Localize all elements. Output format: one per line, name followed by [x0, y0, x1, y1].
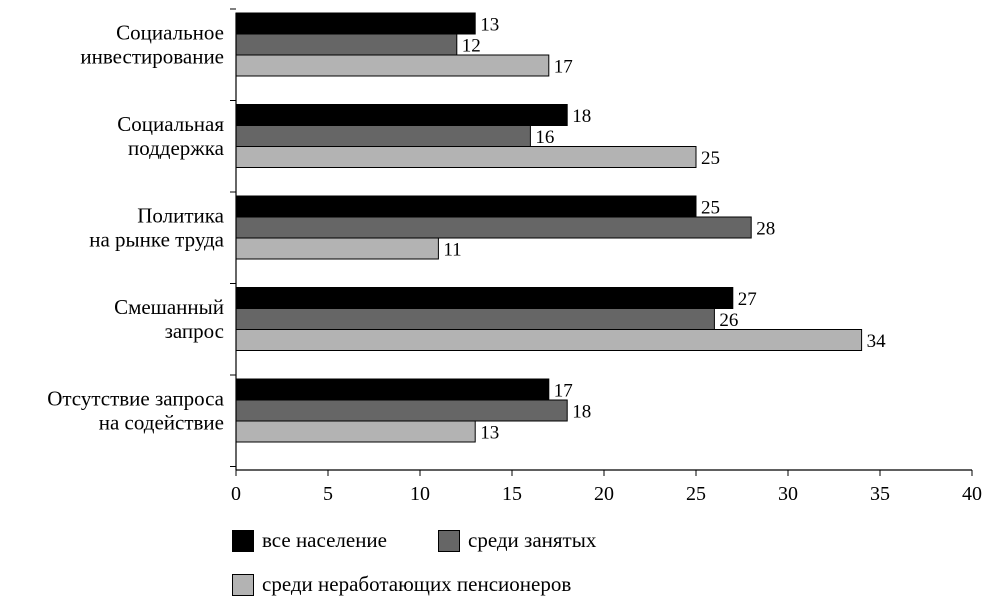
- x-tick-label: 5: [323, 483, 333, 505]
- bar: [235, 125, 531, 147]
- category-label: запрос: [165, 319, 224, 343]
- bar: [235, 308, 715, 330]
- legend-label: все население: [262, 528, 387, 552]
- category-label: Политика: [137, 204, 224, 228]
- data-label: 17: [554, 57, 573, 78]
- bar: [235, 12, 476, 35]
- data-label: 16: [535, 127, 554, 148]
- bar: [235, 54, 550, 77]
- x-tick-label: 30: [778, 483, 798, 505]
- category-label: инвестирование: [80, 45, 224, 69]
- x-tick-label: 20: [594, 483, 614, 505]
- x-tick-label: 40: [962, 483, 982, 505]
- bar: [235, 420, 476, 443]
- data-label: 28: [756, 219, 775, 240]
- data-label: 34: [867, 331, 887, 352]
- x-tick-label: 35: [870, 483, 890, 505]
- legend-item-pensioners: среди неработающих пенсионеров: [232, 572, 571, 597]
- bar: [235, 399, 568, 422]
- x-tick-label: 10: [410, 483, 430, 505]
- bar: [235, 146, 697, 168]
- data-label: 18: [572, 106, 591, 127]
- data-label: 26: [719, 310, 738, 331]
- category-label: на содействие: [99, 411, 224, 435]
- legend: все население среди занятых среди нерабо…: [232, 528, 972, 598]
- category-label: Смешанный: [114, 295, 224, 319]
- axes-group: 0 5 10 15 20 25 30 35 40: [230, 8, 982, 505]
- category-label: поддержка: [128, 136, 225, 160]
- bar: [235, 287, 734, 309]
- bar: [235, 104, 568, 126]
- legend-swatch: [438, 529, 460, 552]
- x-tick-label: 25: [686, 483, 706, 505]
- bar: [235, 329, 863, 351]
- bar: [235, 378, 550, 401]
- data-label: 27: [738, 289, 757, 310]
- legend-swatch: [232, 573, 254, 596]
- data-label: 17: [554, 381, 573, 402]
- data-label: 13: [480, 423, 499, 444]
- x-tick-label: 0: [231, 483, 241, 505]
- legend-swatch: [232, 529, 254, 552]
- legend-label: среди занятых: [468, 528, 597, 552]
- data-label: 12: [462, 36, 481, 57]
- data-label: 25: [701, 148, 720, 169]
- legend-item-employed: среди занятых: [438, 528, 596, 553]
- data-label: 18: [572, 402, 591, 423]
- data-label: 25: [701, 198, 720, 219]
- legend-item-all-population: все население: [232, 528, 387, 553]
- category-label: Социальная: [117, 112, 224, 136]
- bar: [235, 216, 752, 239]
- category-label: на рынке труда: [89, 228, 224, 252]
- bar: [235, 195, 697, 218]
- category-label: Отсутствие запроса: [47, 387, 224, 411]
- x-tick-label: 15: [502, 483, 522, 505]
- bar: [235, 237, 439, 260]
- category-label: Социальное: [116, 21, 224, 45]
- legend-label: среди неработающих пенсионеров: [262, 572, 572, 596]
- data-label: 13: [480, 15, 499, 36]
- data-label: 11: [443, 240, 461, 261]
- bar: [235, 33, 458, 56]
